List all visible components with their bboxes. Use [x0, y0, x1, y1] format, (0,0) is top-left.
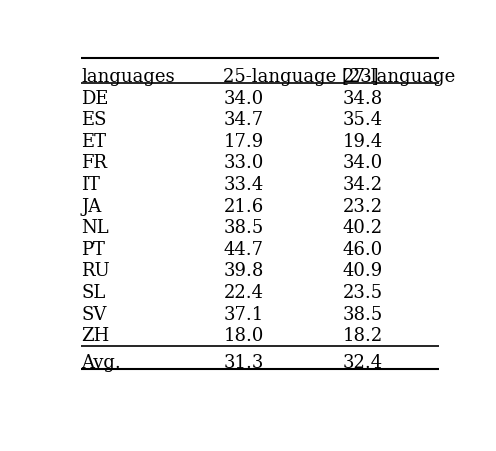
Text: 34.8: 34.8 [343, 90, 383, 107]
Text: 46.0: 46.0 [343, 240, 383, 258]
Text: 40.9: 40.9 [343, 262, 383, 280]
Text: 27-language: 27-language [343, 68, 456, 86]
Text: 33.0: 33.0 [223, 154, 264, 172]
Text: 17.9: 17.9 [223, 133, 264, 151]
Text: 18.0: 18.0 [223, 327, 264, 345]
Text: 40.2: 40.2 [343, 219, 383, 237]
Text: NL: NL [81, 219, 109, 237]
Text: 22.4: 22.4 [223, 283, 263, 301]
Text: DE: DE [81, 90, 109, 107]
Text: 21.6: 21.6 [223, 197, 264, 215]
Text: 18.2: 18.2 [343, 327, 383, 345]
Text: 25-language [23]: 25-language [23] [223, 68, 379, 86]
Text: 44.7: 44.7 [223, 240, 263, 258]
Text: Avg.: Avg. [81, 353, 121, 371]
Text: 33.4: 33.4 [223, 175, 264, 193]
Text: 31.3: 31.3 [223, 353, 264, 371]
Text: 34.0: 34.0 [223, 90, 264, 107]
Text: 32.4: 32.4 [343, 353, 383, 371]
Text: SL: SL [81, 283, 106, 301]
Text: SV: SV [81, 305, 107, 323]
Text: 39.8: 39.8 [223, 262, 264, 280]
Text: FR: FR [81, 154, 107, 172]
Text: PT: PT [81, 240, 105, 258]
Text: 19.4: 19.4 [343, 133, 383, 151]
Text: RU: RU [81, 262, 110, 280]
Text: languages: languages [81, 68, 175, 86]
Text: JA: JA [81, 197, 102, 215]
Text: 34.2: 34.2 [343, 175, 383, 193]
Text: 34.0: 34.0 [343, 154, 383, 172]
Text: 38.5: 38.5 [343, 305, 383, 323]
Text: 34.7: 34.7 [223, 111, 263, 129]
Text: 37.1: 37.1 [223, 305, 264, 323]
Text: IT: IT [81, 175, 100, 193]
Text: ES: ES [81, 111, 107, 129]
Text: 35.4: 35.4 [343, 111, 383, 129]
Text: 23.2: 23.2 [343, 197, 383, 215]
Text: 38.5: 38.5 [223, 219, 264, 237]
Text: ZH: ZH [81, 327, 110, 345]
Text: 23.5: 23.5 [343, 283, 383, 301]
Text: ET: ET [81, 133, 106, 151]
